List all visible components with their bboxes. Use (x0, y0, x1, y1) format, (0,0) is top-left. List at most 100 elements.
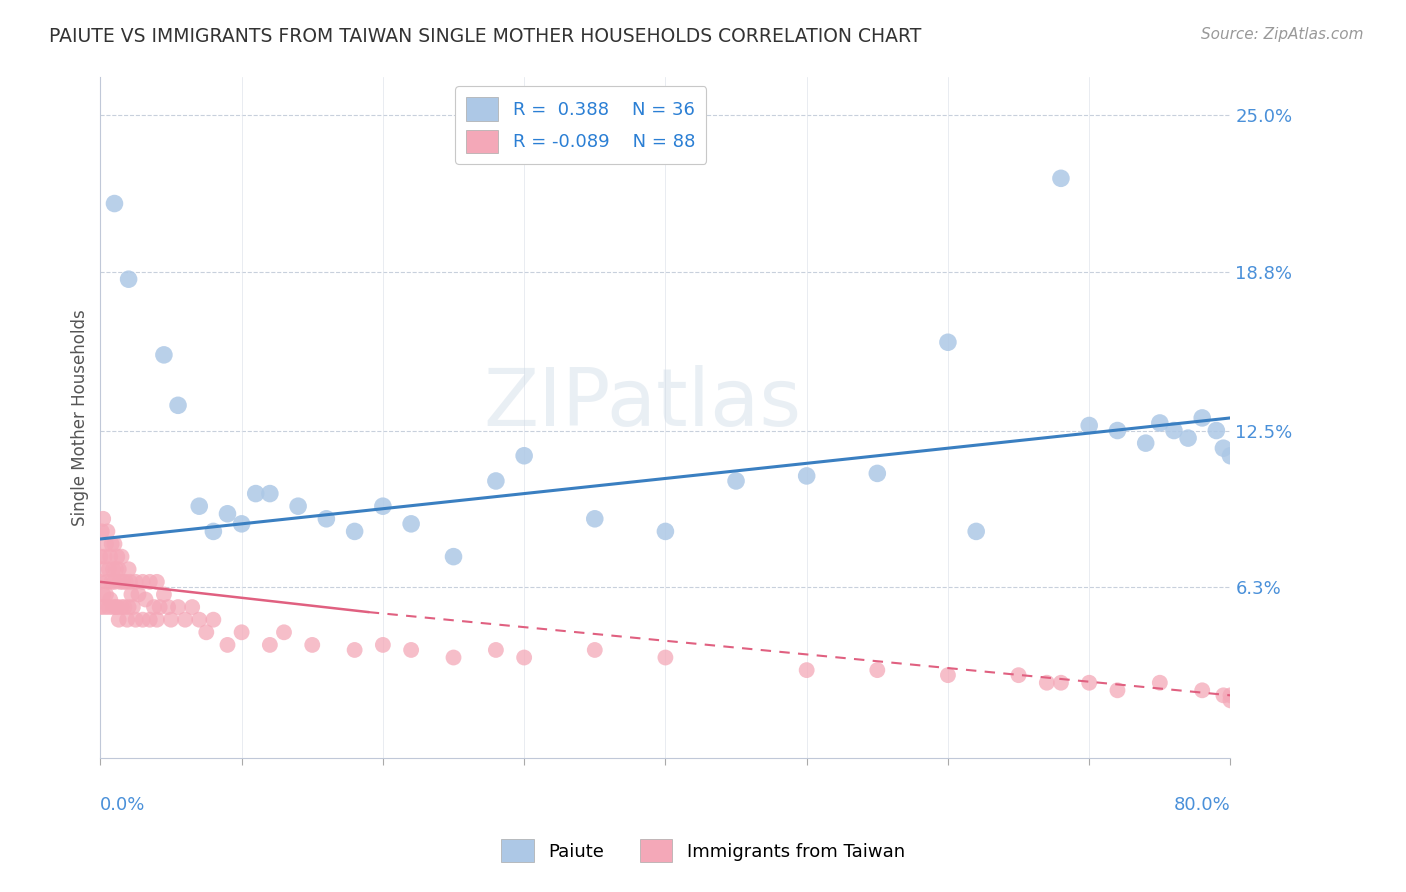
Point (217, 638, 239, 652)
Point (100, 574, 122, 589)
Point (104, 562, 127, 576)
Point (89, 549, 111, 564)
Point (245, 486, 267, 500)
Point (443, 549, 465, 564)
Point (654, 650, 676, 665)
Point (343, 524, 366, 539)
Point (94, 537, 117, 551)
Point (128, 587, 150, 601)
Point (485, 474, 508, 488)
Text: 0.0%: 0.0% (100, 797, 146, 814)
Point (301, 638, 323, 652)
Point (1191, 683, 1213, 698)
Point (1212, 441, 1234, 455)
Point (160, 613, 183, 627)
Point (1078, 418, 1101, 433)
Text: ZIPatlas: ZIPatlas (484, 366, 801, 443)
Point (167, 600, 190, 615)
Point (1107, 683, 1129, 698)
Point (139, 574, 162, 589)
Point (100, 537, 122, 551)
Point (1177, 431, 1199, 445)
Point (181, 600, 204, 615)
Point (654, 524, 676, 539)
Point (89, 574, 111, 589)
Point (139, 613, 162, 627)
Point (796, 469, 818, 483)
Point (202, 524, 225, 539)
Point (111, 574, 134, 589)
Point (98, 549, 121, 564)
Point (146, 574, 169, 589)
Point (112, 600, 135, 615)
Point (110, 549, 132, 564)
Point (101, 600, 124, 615)
Point (132, 613, 155, 627)
Point (96, 574, 118, 589)
Point (1219, 689, 1241, 703)
Point (188, 499, 211, 513)
Point (371, 499, 394, 513)
Point (117, 562, 139, 576)
Point (1135, 436, 1157, 450)
Point (513, 650, 536, 665)
Point (259, 638, 281, 652)
Point (107, 613, 129, 627)
Legend: Paiute, Immigrants from Taiwan: Paiute, Immigrants from Taiwan (494, 832, 912, 870)
Point (1050, 675, 1073, 690)
Point (108, 574, 131, 589)
Text: Source: ZipAtlas.com: Source: ZipAtlas.com (1201, 27, 1364, 42)
Point (936, 668, 959, 682)
Point (1149, 416, 1171, 430)
Point (143, 600, 166, 615)
Point (105, 549, 128, 564)
Point (124, 613, 146, 627)
Point (157, 600, 180, 615)
Point (1107, 424, 1129, 438)
Point (146, 613, 169, 627)
Point (866, 663, 889, 677)
Point (217, 507, 239, 521)
Point (103, 196, 125, 211)
Point (371, 638, 394, 652)
Point (259, 486, 281, 500)
Point (1078, 675, 1101, 690)
Point (1036, 675, 1059, 690)
Point (98, 592, 121, 607)
Point (96, 524, 118, 539)
Point (273, 625, 295, 640)
Point (167, 398, 190, 412)
Point (866, 467, 889, 481)
Point (90, 524, 112, 539)
Point (153, 587, 176, 601)
Point (104, 600, 127, 615)
Point (135, 592, 157, 607)
Point (97, 562, 120, 576)
Point (105, 600, 128, 615)
Point (287, 499, 309, 513)
Point (89, 600, 111, 615)
Point (153, 348, 176, 362)
Point (231, 625, 253, 640)
Point (343, 643, 366, 657)
Point (513, 449, 536, 463)
Point (202, 613, 225, 627)
Point (1149, 675, 1171, 690)
Point (115, 613, 138, 627)
Point (1219, 449, 1241, 463)
Point (118, 574, 141, 589)
Text: PAIUTE VS IMMIGRANTS FROM TAIWAN SINGLE MOTHER HOUSEHOLDS CORRELATION CHART: PAIUTE VS IMMIGRANTS FROM TAIWAN SINGLE … (49, 27, 921, 45)
Point (91, 512, 114, 526)
Point (114, 574, 136, 589)
Point (93, 549, 115, 564)
Point (132, 574, 155, 589)
Point (107, 562, 129, 576)
Point (101, 562, 124, 576)
Point (124, 574, 146, 589)
Point (485, 643, 508, 657)
Point (121, 600, 143, 615)
Point (188, 613, 211, 627)
Point (231, 516, 253, 531)
Point (965, 524, 987, 539)
Point (1163, 424, 1185, 438)
